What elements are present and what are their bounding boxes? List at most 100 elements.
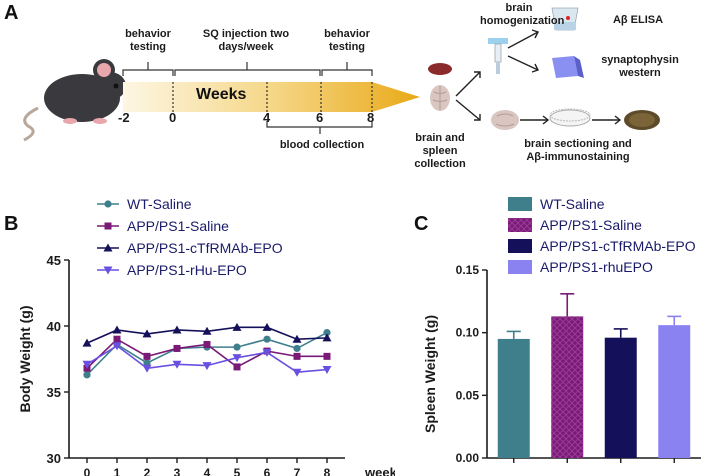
y-tick-label: 45 <box>47 253 61 268</box>
data-point <box>323 352 331 360</box>
x-tick-label: 2 <box>144 466 151 476</box>
data-point <box>292 334 302 343</box>
data-point <box>112 342 122 351</box>
panel-c-label: C <box>414 213 429 235</box>
data-point <box>82 360 92 369</box>
data-point <box>232 322 242 331</box>
stained-section-icon <box>624 110 660 130</box>
timeline-tick: 4 <box>263 110 271 125</box>
homogenizer-icon <box>488 38 508 74</box>
workflow-arrows <box>455 29 622 125</box>
legend-label: WT-Saline <box>127 196 192 212</box>
elisa-tube-icon <box>551 7 579 31</box>
phase-sq-injection: SQ injection two days/week <box>202 28 290 53</box>
bar <box>658 325 691 458</box>
data-point <box>293 352 301 360</box>
western-membrane-icon <box>552 56 584 78</box>
legend-label: WT-Saline <box>540 196 605 212</box>
bar <box>604 337 637 458</box>
legend-label: APP/PS1-cTfRMAb-EPO <box>540 238 696 254</box>
data-point <box>322 333 332 342</box>
x-tick-label: 0 <box>84 466 91 476</box>
phase-braces <box>122 62 373 134</box>
phase-behavior-testing-1: behavior testing <box>125 28 171 53</box>
data-point <box>172 325 182 334</box>
western-label: synaptophysin western <box>601 54 679 79</box>
y-tick-label: 0.10 <box>456 326 480 340</box>
bar <box>497 338 530 458</box>
data-point <box>232 354 242 363</box>
legend-label: APP/PS1-Saline <box>540 217 642 233</box>
legend-swatch <box>508 218 532 232</box>
legend-label: APP/PS1-rHu-EPO <box>127 262 247 278</box>
data-point <box>322 366 332 375</box>
legend-marker <box>103 266 113 275</box>
series-app-ps1-rhu-epo <box>82 342 332 377</box>
x-tick-label: 8 <box>324 466 331 476</box>
data-point <box>142 364 152 373</box>
bar <box>551 316 584 458</box>
y-tick-label: 40 <box>47 319 61 334</box>
x-tick-label: 7 <box>294 466 301 476</box>
data-point <box>233 343 241 351</box>
data-point <box>142 329 152 338</box>
data-point <box>172 360 182 369</box>
timeline-tick-lines <box>172 82 373 112</box>
brain-slice-icon <box>491 110 519 130</box>
panel-b-label: B <box>4 213 19 235</box>
series-app-ps1-ctfrmab-epo <box>82 322 332 347</box>
x-tick-label: 3 <box>174 466 181 476</box>
x-axis-label: week <box>364 465 395 476</box>
legend-swatch <box>508 239 532 253</box>
y-tick-label: 30 <box>47 451 61 466</box>
weeks-timeline-arrow <box>123 82 420 112</box>
timeline-tick: 6 <box>316 110 324 125</box>
timeline-tick: -2 <box>118 110 130 125</box>
sectioning-label: brain sectioning and Aβ-immunostaining <box>524 138 632 163</box>
legend-label: APP/PS1-Saline <box>127 218 229 234</box>
data-point <box>112 325 122 334</box>
data-point <box>173 344 181 352</box>
weeks-title: Weeks <box>196 86 247 103</box>
y-tick-label: 0.05 <box>456 388 480 402</box>
timeline-tick: 0 <box>169 110 177 125</box>
data-point <box>83 371 91 379</box>
y-axis-label: Body Weight (g) <box>17 305 33 412</box>
petri-dish-icon <box>549 108 591 127</box>
data-point <box>202 326 212 335</box>
phase-behavior-testing-2: behavior testing <box>324 28 370 53</box>
brain-spleen-collection-label: brain and spleen collection <box>414 132 466 170</box>
legend-label: APP/PS1-cTfRMAb-EPO <box>127 240 283 256</box>
data-point <box>323 329 331 337</box>
x-tick-label: 1 <box>114 466 121 476</box>
data-point <box>143 352 151 360</box>
mouse-icon <box>23 59 128 142</box>
y-axis-label: Spleen Weight (g) <box>422 315 438 433</box>
brain-homogenization-label: brain homogenization <box>480 2 565 27</box>
x-tick-label: 5 <box>234 466 241 476</box>
data-point <box>292 368 302 377</box>
x-tick-label: 4 <box>204 466 211 476</box>
legend-swatch <box>508 197 532 211</box>
brain-icon <box>430 85 450 111</box>
y-tick-label: 35 <box>47 385 61 400</box>
legend-marker <box>104 200 112 208</box>
data-point <box>113 335 121 343</box>
data-point <box>202 362 212 371</box>
blood-collection-label: blood collection <box>279 139 365 151</box>
data-point <box>293 344 301 353</box>
legend-marker <box>103 243 113 252</box>
data-point <box>82 338 92 347</box>
legend-label: APP/PS1-rhuEPO <box>540 259 653 275</box>
data-point <box>233 363 241 371</box>
x-tick-label: 6 <box>264 466 271 476</box>
elisa-label: Aβ ELISA <box>612 14 664 26</box>
timeline-tick: 8 <box>367 110 375 125</box>
legend-swatch <box>508 260 532 274</box>
data-point <box>262 348 272 357</box>
spleen-weight-bar-chart: 0.00 0.05 0.10 0.15 Spleen Weight (g) WT-Sali… <box>422 196 701 465</box>
data-point <box>262 322 272 331</box>
spleen-icon <box>428 63 452 75</box>
legend-marker <box>104 222 112 230</box>
